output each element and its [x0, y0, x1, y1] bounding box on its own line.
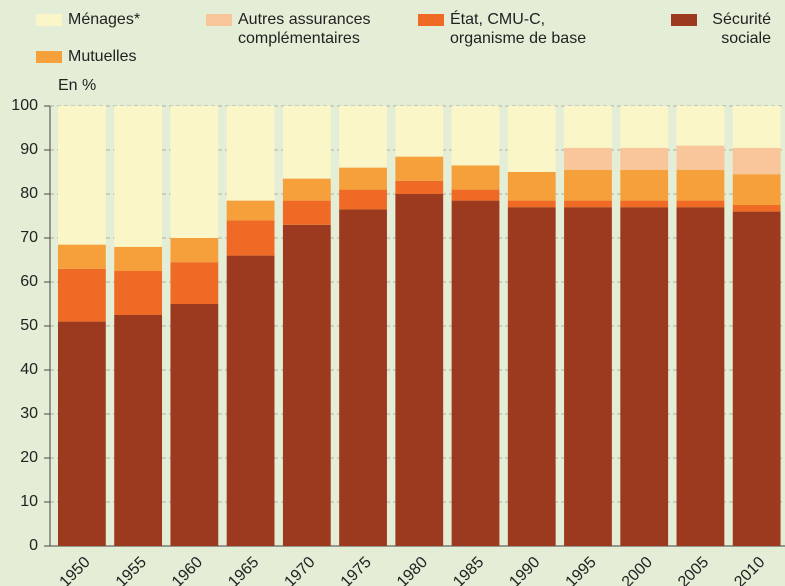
bar-segment — [451, 106, 500, 166]
bar-segment — [564, 200, 612, 208]
legend-swatch — [671, 14, 697, 26]
y-tick-label: 50 — [20, 317, 38, 334]
bar-segment — [114, 106, 163, 247]
bar-segment — [732, 147, 781, 175]
bar-segment — [676, 106, 725, 146]
bar-segment — [395, 106, 444, 157]
legend-line: État, CMU-C, — [450, 9, 545, 28]
bar-segment — [676, 169, 725, 201]
bar-segment — [676, 200, 725, 208]
legend-line: complémentaires — [238, 30, 360, 47]
bar-segment — [451, 165, 500, 190]
bar-segment — [58, 268, 106, 322]
bar-segment — [676, 145, 725, 170]
bar-segment — [339, 167, 387, 190]
bar-segment — [620, 169, 669, 201]
bar-segment — [282, 178, 331, 201]
y-tick-label: 100 — [11, 97, 38, 114]
y-axis-label: En % — [58, 77, 96, 94]
bar-segment — [564, 147, 612, 170]
bar-segment — [620, 106, 669, 148]
bar-segment — [395, 180, 444, 194]
bar-segment — [732, 205, 781, 212]
bar-segment — [114, 315, 163, 546]
legend-swatch — [36, 14, 62, 26]
bar-segment — [732, 106, 781, 148]
bar-segment — [451, 200, 500, 546]
legend-line: organisme de base — [450, 30, 586, 47]
bar-segment — [170, 106, 219, 238]
legend-line: Ménages* — [68, 11, 140, 28]
bar-segment — [620, 200, 669, 208]
y-tick-label: 40 — [20, 361, 38, 378]
legend-label: Sécurité sociale — [712, 11, 771, 47]
bar-segment — [282, 106, 331, 179]
bar-segment — [282, 200, 331, 225]
y-tick-label: 10 — [20, 493, 38, 510]
y-tick-label: 80 — [20, 185, 38, 202]
bar-segment — [451, 189, 500, 201]
bar-segment — [732, 174, 781, 205]
bar-segment — [676, 207, 725, 546]
y-tick-label: 70 — [20, 229, 38, 246]
bar-segment — [507, 106, 556, 172]
y-tick-label: 20 — [20, 449, 38, 466]
bar-segment — [507, 200, 556, 208]
bar-segment — [114, 271, 163, 315]
legend-line: Sécurité — [712, 11, 771, 28]
bar-segment — [620, 147, 669, 170]
bar-segment — [395, 194, 444, 546]
legend-label: État, CMU-C, organisme de base — [450, 9, 586, 47]
bar-segment — [226, 106, 275, 201]
bar-segment — [58, 106, 106, 245]
legend-swatch — [206, 14, 232, 26]
bar-segment — [564, 106, 612, 148]
bar-segment — [170, 262, 219, 304]
bar-segment — [226, 255, 275, 546]
bar-segment — [282, 224, 331, 547]
bar-segment — [339, 209, 387, 546]
bar-segment — [339, 189, 387, 210]
legend-label: Mutuelles — [68, 48, 136, 65]
bar-segment — [564, 169, 612, 201]
bar-segment — [507, 207, 556, 546]
bar-segment — [339, 106, 387, 168]
bar-segment — [58, 321, 106, 546]
legend-label: Autres assurances complémentaires — [238, 11, 371, 47]
y-tick-label: 30 — [20, 405, 38, 422]
bar-segment — [395, 156, 444, 181]
legend-line: Autres assurances — [238, 11, 371, 28]
legend-label: Ménages* — [68, 11, 140, 28]
bar-segment — [170, 304, 219, 546]
bar-segment — [114, 246, 163, 271]
bar-segment — [620, 207, 669, 546]
legend-swatch — [418, 14, 444, 26]
legend-swatch — [36, 51, 62, 63]
bar-segment — [226, 200, 275, 221]
bar-segment — [170, 238, 219, 263]
legend-line: sociale — [721, 30, 771, 47]
y-tick-label: 90 — [20, 141, 38, 158]
y-tick-label: 0 — [29, 537, 38, 554]
bar-segment — [732, 211, 781, 546]
bar-segment — [507, 172, 556, 201]
bar-segment — [226, 220, 275, 256]
y-tick-label: 60 — [20, 273, 38, 290]
legend-line: Mutuelles — [68, 48, 136, 65]
bar-segment — [58, 244, 106, 269]
bar-segment — [564, 207, 612, 546]
